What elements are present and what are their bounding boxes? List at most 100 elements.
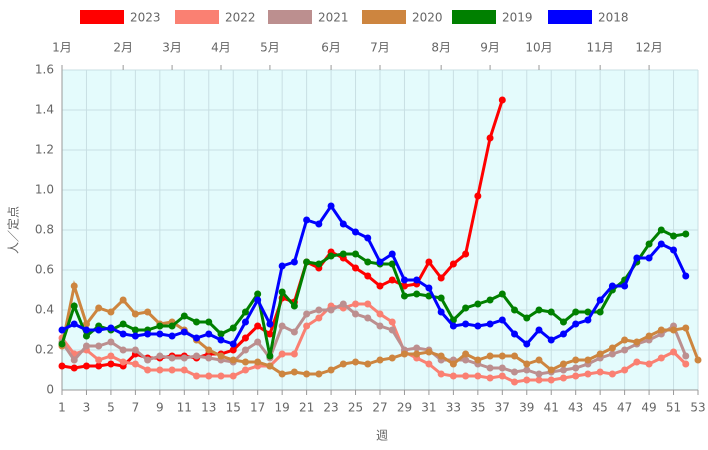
legend-swatch[interactable] [175, 10, 219, 24]
data-point [584, 308, 592, 316]
x-tick-label: 11 [177, 401, 192, 415]
data-point [437, 274, 445, 282]
data-point [229, 356, 237, 364]
data-point [462, 320, 470, 328]
data-point [364, 300, 372, 308]
data-point [352, 358, 360, 366]
legend-text[interactable]: 2023 [130, 11, 161, 25]
legend-swatch[interactable] [452, 10, 496, 24]
data-point [694, 356, 702, 364]
x-tick-label: 47 [617, 401, 632, 415]
data-point [682, 352, 690, 360]
y-tick-label: 1.0 [35, 183, 54, 197]
x-tick-label: 9 [156, 401, 164, 415]
data-point [388, 260, 396, 268]
data-point [217, 330, 225, 338]
data-point [535, 376, 543, 384]
data-point [82, 320, 90, 328]
top-tick-label: 12月 [635, 41, 662, 55]
data-point [449, 260, 457, 268]
data-point [70, 364, 78, 372]
data-point [352, 228, 360, 236]
data-point [523, 360, 531, 368]
data-point [511, 378, 519, 386]
data-point [107, 338, 115, 346]
data-point [572, 320, 580, 328]
series-line [60, 302, 688, 376]
legend-swatch[interactable] [362, 10, 406, 24]
data-point [303, 310, 311, 318]
x-tick-label: 23 [323, 401, 338, 415]
top-tick-label: 6月 [321, 41, 341, 55]
data-point [437, 308, 445, 316]
data-point [315, 306, 323, 314]
legend-swatch[interactable] [268, 10, 312, 24]
data-point [584, 370, 592, 378]
legend-text[interactable]: 2019 [502, 11, 533, 25]
legend-swatch[interactable] [80, 10, 124, 24]
data-point [241, 358, 249, 366]
x-tick-label: 43 [568, 401, 583, 415]
data-point [58, 326, 66, 334]
data-point [364, 234, 372, 242]
data-point [400, 350, 408, 358]
data-point [180, 312, 188, 320]
top-tick-label: 2月 [113, 41, 133, 55]
legend-text[interactable]: 2020 [412, 11, 443, 25]
x-tick-label: 29 [397, 401, 412, 415]
top-tick-label: 9月 [480, 41, 500, 55]
data-point [425, 360, 433, 368]
data-point [266, 352, 274, 360]
data-point [217, 372, 225, 380]
data-point [205, 330, 213, 338]
legend-swatch[interactable] [548, 10, 592, 24]
data-point [315, 220, 323, 228]
data-point [290, 368, 298, 376]
legend-text[interactable]: 2022 [225, 11, 256, 25]
x-tick-label: 53 [690, 401, 705, 415]
x-tick-label: 3 [83, 401, 91, 415]
data-point [547, 366, 555, 374]
data-point [205, 318, 213, 326]
data-point [241, 334, 249, 342]
data-point [437, 294, 445, 302]
data-point [290, 350, 298, 358]
data-point [682, 272, 690, 280]
data-point [400, 292, 408, 300]
data-point [523, 314, 531, 322]
data-point [425, 258, 433, 266]
data-point [486, 134, 494, 142]
y-tick-label: 0.8 [35, 223, 54, 237]
x-tick-label: 1 [58, 401, 66, 415]
top-tick-label: 11月 [587, 41, 614, 55]
data-point [523, 376, 531, 384]
data-point [657, 240, 665, 248]
y-tick-label: 0.4 [35, 303, 54, 317]
legend-text[interactable]: 2021 [318, 11, 349, 25]
data-point [364, 272, 372, 280]
data-point [462, 304, 470, 312]
data-point [58, 362, 66, 370]
data-point [388, 250, 396, 258]
data-point [670, 326, 678, 334]
legend-text[interactable]: 2018 [598, 11, 629, 25]
data-point [584, 356, 592, 364]
data-point [131, 332, 139, 340]
data-point [180, 328, 188, 336]
data-point [400, 276, 408, 284]
data-point [254, 322, 262, 330]
x-tick-label: 31 [421, 401, 436, 415]
data-point [107, 308, 115, 316]
data-point [474, 322, 482, 330]
data-point [670, 246, 678, 254]
data-point [229, 324, 237, 332]
data-point [511, 330, 519, 338]
data-point [388, 276, 396, 284]
data-point [572, 308, 580, 316]
data-point [437, 352, 445, 360]
data-point [241, 346, 249, 354]
data-point [339, 250, 347, 258]
data-point [315, 370, 323, 378]
data-point [205, 346, 213, 354]
data-point [303, 370, 311, 378]
